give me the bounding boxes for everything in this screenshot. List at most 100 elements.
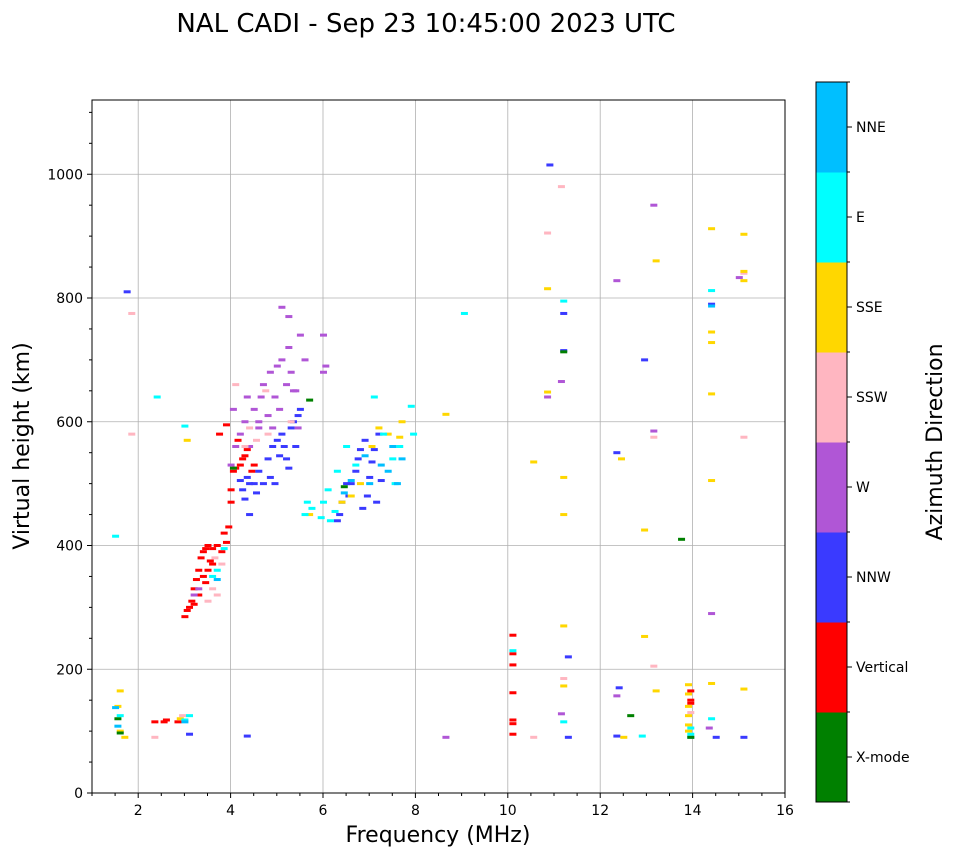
data-point <box>186 605 194 609</box>
data-point <box>250 463 258 467</box>
data-point <box>708 612 716 616</box>
data-point <box>181 424 189 428</box>
data-point <box>114 724 122 728</box>
x-axis-label: Frequency (MHz) <box>346 823 531 848</box>
data-point <box>708 304 716 308</box>
data-point <box>229 407 237 411</box>
data-point <box>393 482 401 486</box>
data-point <box>650 429 658 433</box>
data-point <box>320 370 327 374</box>
data-point <box>246 445 254 448</box>
data-point <box>560 475 568 479</box>
data-point <box>396 435 404 439</box>
data-point <box>151 735 159 739</box>
data-point <box>308 506 316 510</box>
data-point <box>160 720 168 724</box>
data-point <box>202 581 210 585</box>
data-point <box>650 203 658 207</box>
data-point <box>359 506 367 510</box>
data-point <box>225 525 233 529</box>
data-point <box>343 482 351 486</box>
data-point <box>153 395 161 399</box>
data-point <box>368 445 376 448</box>
data-point <box>735 276 743 280</box>
chart-title: NAL CADI - Sep 23 10:45:00 2023 UTC <box>176 9 675 39</box>
data-point <box>151 720 159 724</box>
data-point <box>613 734 621 738</box>
colorbar-tick-label: X-mode <box>856 750 910 766</box>
data-point <box>209 574 217 578</box>
data-point <box>287 370 295 374</box>
colorbar-segment <box>816 442 847 533</box>
data-point <box>546 163 554 167</box>
data-point <box>326 519 334 523</box>
data-point <box>287 426 295 430</box>
data-point <box>708 227 716 231</box>
y-axis-label: Virtual height (km) <box>10 342 35 549</box>
data-point <box>296 333 304 337</box>
data-point <box>509 663 517 667</box>
data-point <box>375 426 383 430</box>
colorbar-frame <box>815 81 848 803</box>
data-point <box>218 550 226 554</box>
y-tick-label: 0 <box>74 786 83 802</box>
data-point <box>213 568 221 572</box>
data-point <box>564 655 572 659</box>
y-tick-label: 400 <box>56 539 83 555</box>
data-point <box>183 608 191 612</box>
data-point <box>557 380 565 384</box>
data-point <box>278 305 286 309</box>
data-point <box>560 311 568 315</box>
data-point <box>186 714 194 718</box>
data-point <box>294 414 302 418</box>
data-point <box>216 432 224 436</box>
data-point <box>740 271 748 275</box>
x-tick-label: 12 <box>591 803 609 819</box>
data-point <box>557 712 565 716</box>
data-point <box>264 414 272 418</box>
data-point <box>375 432 383 436</box>
data-point <box>123 290 131 294</box>
data-point <box>202 547 210 551</box>
data-point <box>460 311 468 315</box>
colorbar-segment <box>816 712 847 803</box>
data-point <box>509 718 517 722</box>
data-point <box>306 398 314 402</box>
data-point <box>211 556 219 560</box>
data-point <box>162 718 170 722</box>
data-point <box>687 726 695 730</box>
data-point <box>190 587 198 591</box>
data-point <box>708 717 716 721</box>
data-point <box>708 479 716 483</box>
colorbar-label: Azimuth Direction <box>923 343 948 540</box>
data-point <box>283 457 291 461</box>
data-point <box>377 479 385 483</box>
data-point <box>530 460 538 464</box>
data-point <box>740 687 748 691</box>
data-point <box>509 732 517 736</box>
data-point <box>331 509 339 513</box>
y-tick-label: 800 <box>56 291 83 307</box>
data-point <box>121 735 129 739</box>
data-point <box>262 389 270 393</box>
data-point <box>687 698 695 702</box>
data-point <box>296 407 304 411</box>
data-point <box>259 482 267 486</box>
data-point <box>181 718 189 722</box>
data-point <box>301 513 309 517</box>
data-point <box>617 457 625 461</box>
colorbar-segment <box>816 262 847 353</box>
data-point <box>363 494 371 498</box>
data-point <box>340 485 348 489</box>
data-point <box>273 438 281 442</box>
colorbar-segment <box>816 532 847 623</box>
data-point <box>241 454 249 458</box>
data-point <box>264 457 272 461</box>
data-point <box>266 370 274 374</box>
data-point <box>190 602 198 606</box>
data-point <box>740 232 748 236</box>
data-point <box>181 615 189 619</box>
data-point <box>333 519 341 523</box>
data-point <box>530 735 538 739</box>
